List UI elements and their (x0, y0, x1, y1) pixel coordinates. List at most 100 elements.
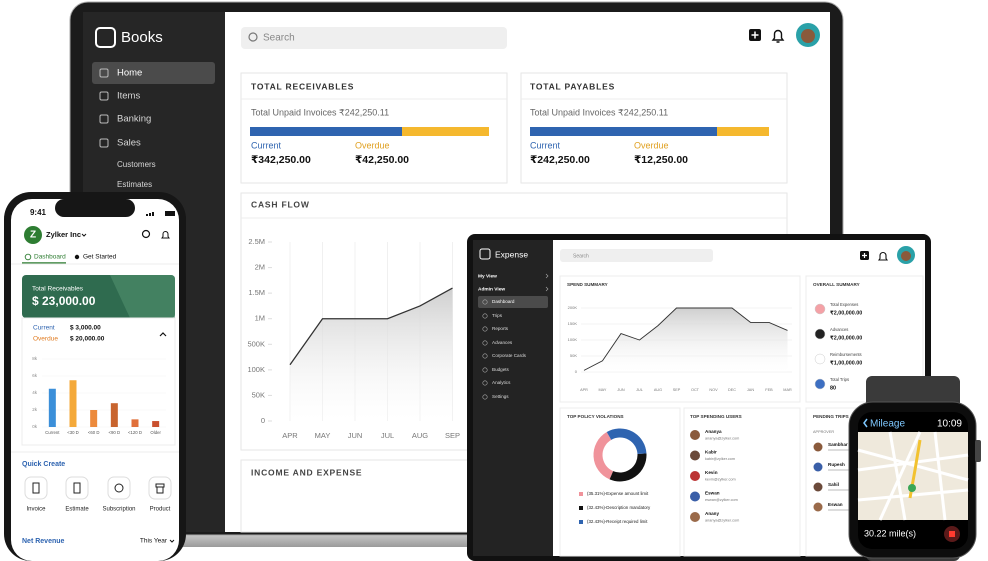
nav-icon (99, 68, 109, 78)
current-label: Current (33, 325, 55, 332)
avatar-face (801, 29, 815, 43)
x-tick-label: DEC (728, 388, 736, 392)
nav-item[interactable]: Settings (492, 394, 509, 399)
x-tick-label: NOV (709, 388, 718, 392)
tablet-sidebar (473, 240, 553, 556)
legend-entry: (32.43%)-Description mandatory (587, 505, 651, 510)
nav-group[interactable]: Admin View (478, 286, 505, 292)
trip-detail (828, 509, 850, 511)
user-email: eswan@zylker.com (705, 498, 738, 502)
y-tick-label: 4k (32, 390, 38, 395)
summary-value: ₹2,00,000.00 (830, 310, 862, 316)
search-placeholder: Search (573, 253, 589, 259)
nav-item[interactable]: Reports (492, 326, 509, 331)
x-tick-label: <60 D (88, 430, 100, 435)
x-tick-label: AUG (654, 388, 662, 392)
map-pin (908, 484, 916, 492)
bell-icon[interactable] (771, 29, 785, 43)
y-tick-label: 150K (568, 321, 578, 326)
area (584, 308, 788, 372)
watch-content: Mileage 10:09 30.22 mile(s) (864, 419, 962, 539)
watch-crown (975, 440, 981, 462)
legend-entry: (35.31%)-Expense amount limit (587, 491, 649, 496)
nav-group[interactable]: My View (478, 273, 497, 279)
bar (152, 421, 160, 427)
nav-item[interactable]: Dashboard (492, 299, 515, 304)
bar (110, 403, 118, 427)
summary-icon (814, 353, 826, 365)
y-tick-label: 50K (252, 390, 265, 399)
quick-create-label[interactable]: Product (150, 507, 171, 513)
quick-icon[interactable] (107, 476, 131, 500)
y-tick-label: 2k (32, 407, 38, 412)
nav-icon (99, 138, 109, 148)
nav-item[interactable]: Advances (492, 340, 513, 345)
summary-icon (814, 303, 826, 315)
card-title: CASH FLOW (251, 199, 310, 209)
tab-icon (24, 253, 32, 261)
quick-create-label[interactable]: Subscription (102, 507, 135, 513)
summary-value: ₹2,00,000.00 (830, 335, 862, 341)
user-name: Kevin (705, 470, 718, 475)
nav-item[interactable]: Items (117, 91, 140, 102)
nav-item[interactable]: Trips (492, 313, 503, 318)
y-tick-label: 200K (568, 305, 578, 310)
nav-chevron (545, 286, 549, 292)
x-tick-label: JUL (636, 388, 643, 392)
nav-item[interactable]: Home (117, 68, 142, 79)
org-name[interactable]: Zylker Inc (46, 230, 81, 239)
search-box[interactable] (241, 27, 507, 49)
period-selector[interactable]: This Year (140, 538, 168, 545)
summary-label: Total Expenses (830, 302, 858, 307)
quick-create-label[interactable]: Invoice (26, 507, 46, 513)
nav-item[interactable]: Budgets (492, 367, 510, 372)
receivables-panel (21, 317, 176, 446)
progress-overdue (402, 127, 489, 136)
x-tick-label: MAY (315, 431, 331, 440)
current-amount: ₹342,250.00 (251, 154, 311, 166)
tab[interactable]: Get Started (83, 254, 117, 261)
phone-content: 9:41 Z Zylker Inc Dashboard Get Started Total… (22, 208, 171, 545)
area (290, 288, 453, 421)
bell-icon[interactable] (877, 252, 889, 261)
bell-icon[interactable] (161, 231, 170, 239)
y-tick-label: 100K (568, 337, 578, 342)
nav-item[interactable]: Customers (117, 160, 156, 169)
section-title: Net Revenue (22, 538, 65, 545)
x-tick-label: JUL (381, 431, 394, 440)
approver-name: Sahil (828, 482, 839, 487)
watch-distance: 30.22 mile(s) (864, 528, 916, 538)
search-icon[interactable] (141, 229, 151, 239)
card-title: TOP POLICY VIOLATIONS (567, 414, 624, 419)
y-tick-label: 2.5M (248, 237, 265, 246)
donut-slice (593, 432, 614, 480)
nav-item[interactable]: Analytics (492, 380, 511, 385)
quick-icon[interactable] (65, 476, 89, 500)
trip-detail (828, 489, 850, 491)
tablet-logo (479, 248, 491, 260)
tablet-content: Expense Search My View Admin View Dashboard T… (478, 249, 862, 524)
trip-detail (828, 469, 850, 471)
card-title: Total Receivables (32, 286, 84, 293)
tab[interactable]: Dashboard (34, 254, 66, 261)
progress-current (530, 127, 717, 136)
nav-item[interactable]: Banking (117, 114, 151, 125)
user-avatar (690, 512, 700, 522)
search-box[interactable] (560, 249, 713, 262)
progress-current (250, 127, 402, 136)
x-tick-label: Older (150, 430, 161, 435)
legend-swatch (579, 520, 583, 524)
x-tick-label: FEB (765, 388, 773, 392)
legend-swatch (579, 492, 583, 496)
nav-item[interactable]: Corporate Cards (492, 353, 527, 358)
y-tick-label: 50K (570, 353, 577, 358)
quick-icon[interactable] (148, 476, 172, 500)
card-title: TOP SPENDING USERS (690, 414, 742, 419)
nav-item[interactable]: Sales (117, 138, 141, 149)
user-email: ananya@zylker.com (705, 519, 739, 523)
nav-item[interactable]: Estimates (117, 180, 152, 189)
quick-icon[interactable] (24, 476, 48, 500)
quick-create-label[interactable]: Estimate (65, 507, 89, 513)
